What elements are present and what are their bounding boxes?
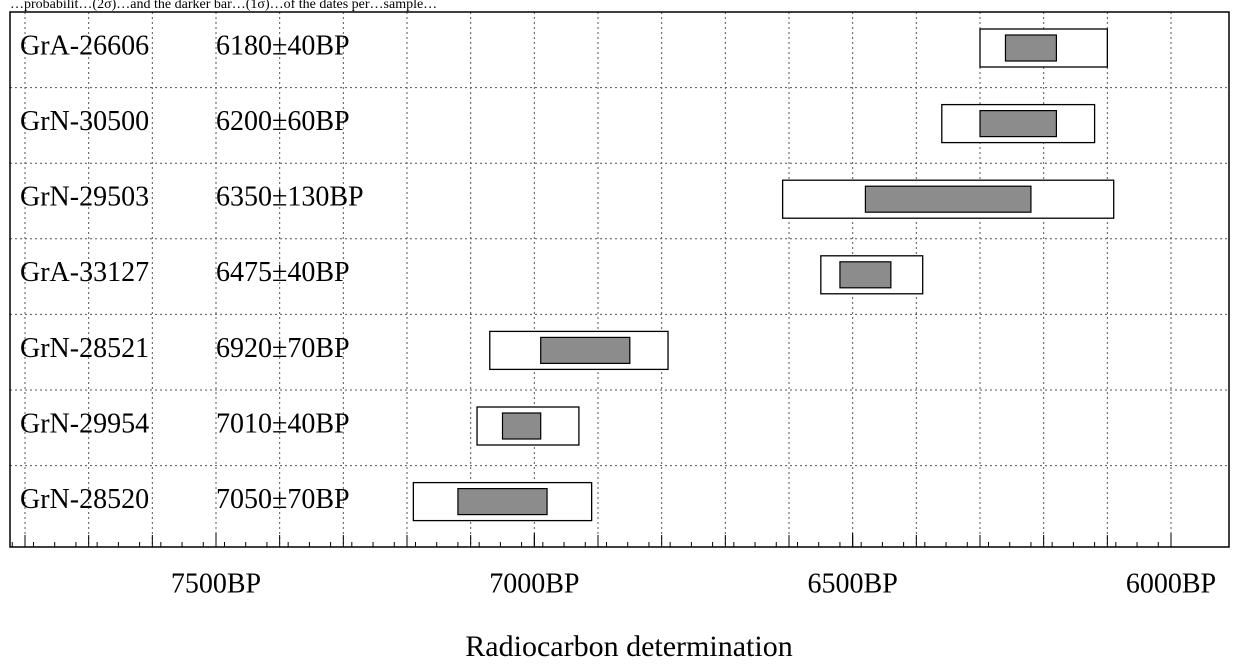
range-1sigma-box — [457, 488, 548, 516]
range-1sigma-box — [1004, 34, 1058, 62]
x-tick-label: 7500BP — [171, 568, 261, 599]
header-fragment: …probabilit…(2σ)…and the darker bar…(1σ)… — [10, 0, 437, 12]
row-age-label: 6475±40BP — [216, 257, 350, 288]
x-tick-label: 6000BP — [1126, 568, 1216, 599]
labels-layer: GrA-26606 6180±40BP GrN-30500 6200±60BP GrN-… — [20, 30, 364, 515]
range-1sigma-box — [839, 261, 892, 289]
tick-labels-layer: 7500BP 7000BP 6500BP 6000BP — [171, 568, 1216, 599]
row-lab-code: GrN-29503 — [20, 182, 149, 213]
row-age-label: 6200±60BP — [216, 106, 350, 137]
row-lab-code: GrN-30500 — [20, 106, 149, 137]
plot-frame — [9, 11, 1230, 548]
range-1sigma-box — [864, 185, 1032, 213]
bars-layer — [412, 28, 1115, 522]
row-age-label: 6920±70BP — [216, 333, 350, 364]
row-age-label: 7050±70BP — [216, 484, 350, 515]
range-1sigma-box — [501, 412, 542, 440]
row-lab-code: GrN-28520 — [20, 484, 149, 515]
row-age-label: 6180±40BP — [216, 30, 350, 61]
x-axis-title: Radiocarbon determination — [465, 630, 792, 663]
x-tick-label: 7000BP — [489, 568, 579, 599]
row-lab-code: GrA-26606 — [20, 30, 149, 61]
range-1sigma-box — [979, 109, 1058, 138]
row-lab-code: GrN-28521 — [20, 333, 149, 364]
grid-layer — [10, 12, 1229, 547]
x-tick-label: 6500BP — [808, 568, 898, 599]
row-lab-code: GrA-33127 — [20, 257, 149, 288]
row-age-label: 7010±40BP — [216, 408, 350, 439]
row-lab-code: GrN-29954 — [20, 408, 149, 439]
ticks-layer — [11, 533, 1172, 547]
row-age-label: 6350±130BP — [216, 182, 364, 213]
range-1sigma-box — [540, 336, 631, 364]
